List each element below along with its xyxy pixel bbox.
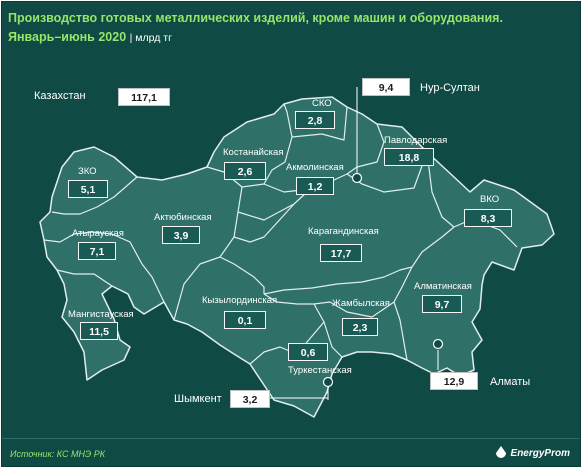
- shymkent-marker: [322, 376, 334, 388]
- region-label-aktobe: Актюбинская: [154, 212, 212, 223]
- region-label-pavlodar: Павлодарская: [384, 135, 448, 146]
- region-value-kostanay: 2,6: [224, 162, 266, 180]
- footer-divider: [2, 438, 580, 439]
- city-value-nursultan: 9,4: [362, 78, 410, 96]
- country-value: 117,1: [118, 88, 170, 106]
- region-label-kostanay: Костанайская: [223, 147, 284, 158]
- brand-logo: EnergyProm: [495, 446, 570, 460]
- region-value-karaganda: 17,7: [320, 244, 362, 262]
- region-value-atyrau: 7,1: [78, 242, 116, 260]
- region-value-almaty-obl: 9,7: [422, 295, 462, 313]
- city-label-almaty: Алматы: [490, 376, 531, 388]
- city-label-shymkent: Шымкент: [174, 393, 222, 405]
- title-line1: Производство готовых металлических издел…: [8, 11, 503, 25]
- region-label-almaty-obl: Алматинская: [414, 281, 472, 292]
- page-title: Производство готовых металлических издел…: [8, 9, 568, 48]
- region-label-akmola: Акмолинская: [286, 162, 344, 173]
- region-label-zko: ЗКО: [78, 166, 97, 177]
- region-label-atyrau: Атырауская: [72, 228, 124, 239]
- city-value-shymkent: 3,2: [230, 390, 270, 408]
- source-note: Источник: КС МНЭ РК: [10, 449, 106, 459]
- region-value-mangistau: 11,5: [80, 322, 118, 340]
- region-value-pavlodar: 18,8: [384, 148, 434, 166]
- region-label-mangistau: Мангистауская: [68, 309, 134, 320]
- nursultan-marker: [351, 172, 363, 184]
- region-value-vko: 8,3: [464, 209, 512, 227]
- region-label-turkestan: Туркестанская: [288, 365, 352, 376]
- title-line2: Январь–июнь 2020 | млрд тг: [8, 28, 568, 48]
- leader-lines: [268, 87, 439, 400]
- region-value-kyzylorda: 0,1: [224, 311, 266, 329]
- city-label-nursultan: Нур-Султан: [420, 82, 480, 94]
- region-value-aktobe: 3,9: [162, 226, 200, 244]
- almaty-marker: [432, 338, 444, 350]
- region-label-sko: СКО: [312, 98, 332, 109]
- energy-drop-icon: [495, 446, 506, 458]
- region-value-sko: 2,8: [295, 111, 335, 129]
- region-value-akmola: 1,2: [296, 177, 334, 195]
- country-label: Казахстан: [34, 90, 86, 102]
- region-label-karaganda: Карагандинская: [308, 226, 379, 237]
- region-label-zhambyl: Жамбылская: [332, 298, 390, 309]
- city-markers: [322, 172, 444, 388]
- region-label-vko: ВКО: [480, 194, 500, 205]
- region-value-zko: 5,1: [68, 180, 108, 198]
- brand-name: EnergyProm: [510, 447, 570, 459]
- city-value-almaty: 12,9: [430, 372, 478, 390]
- title-period: Январь–июнь 2020: [8, 30, 127, 44]
- region-label-kyzylorda: Кызылординская: [202, 295, 278, 306]
- region-value-zhambyl: 2,3: [342, 318, 378, 336]
- region-value-turkestan: 0,6: [288, 343, 328, 361]
- title-unit: | млрд тг: [129, 32, 172, 44]
